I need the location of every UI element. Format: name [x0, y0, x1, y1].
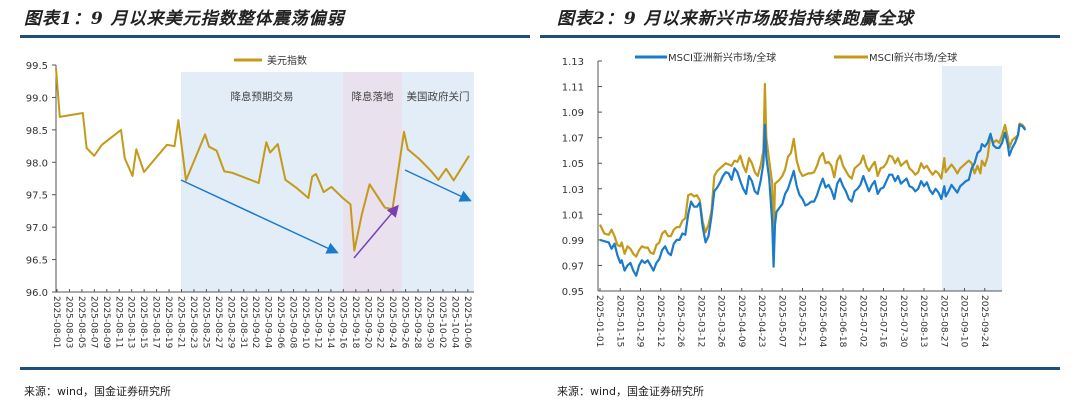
y-tick-label: 96.5 — [26, 256, 48, 267]
y-tick-label: 98.5 — [26, 126, 48, 137]
x-tick-label: 2025-08-01 — [51, 296, 61, 348]
trend-arrow-purple — [353, 204, 399, 259]
x-tick-label: 2025-09-22 — [375, 296, 385, 348]
y-tick-label: 1.13 — [562, 57, 584, 68]
y-tick-label: 0.95 — [562, 287, 584, 298]
x-tick-label: 2025-09-08 — [288, 296, 298, 349]
y-tick-label: 99.5 — [26, 61, 48, 72]
x-tick-label: 2025-08-13 — [126, 296, 136, 348]
trend-arrow-blue — [180, 179, 339, 254]
x-tick-label: 2025-07-30 — [898, 295, 908, 348]
shaded-region-september — [942, 66, 1002, 291]
legend-label-msci-asia-em: MSCI亚洲新兴市场/全球 — [668, 51, 776, 64]
x-tick-label: 2025-09-14 — [325, 296, 335, 349]
x-tick-label: 2025-08-19 — [163, 296, 173, 349]
x-tick-label: 2025-09-28 — [412, 296, 422, 349]
x-tick-label: 2025-09-16 — [337, 296, 347, 349]
x-tick-label: 2025-03-26 — [716, 295, 726, 348]
x-tick-label: 2025-08-23 — [188, 296, 198, 348]
x-tick-label: 2025-01-15 — [614, 295, 624, 347]
left-bottom-rule — [20, 367, 540, 370]
x-tick-label: 2025-08-09 — [101, 296, 111, 349]
x-tick-label: 2025-09-26 — [400, 296, 410, 349]
x-tick-label: 2025-08-13 — [918, 295, 928, 347]
region-label-2: 降息落地 — [352, 90, 394, 103]
y-tick-label: 0.99 — [562, 236, 584, 247]
right-chart-title: 图表2：9 月以来新兴市场股指持续跑赢全球 — [557, 9, 914, 29]
x-tick-label: 2025-07-02 — [857, 295, 867, 347]
x-tick-label: 2025-08-27 — [213, 296, 223, 348]
x-tick-label: 2025-09-24 — [387, 296, 397, 349]
x-tick-label: 2025-09-18 — [350, 296, 360, 349]
trend-arrow-blue — [404, 169, 472, 202]
x-tick-label: 2025-09-10 — [959, 295, 969, 348]
y-tick-label: 97.0 — [26, 223, 48, 234]
x-tick-label: 2025-08-31 — [238, 296, 248, 348]
x-tick-label: 2025-06-04 — [817, 295, 827, 348]
left-title-rule — [20, 35, 530, 38]
y-tick-label: 1.05 — [562, 159, 584, 170]
x-tick-label: 2025-09-20 — [362, 296, 372, 349]
x-tick-label: 2025-09-12 — [312, 296, 322, 348]
y-tick-label: 0.97 — [562, 261, 584, 272]
shaded-region-1 — [181, 72, 343, 292]
x-tick-label: 2025-09-06 — [275, 296, 285, 349]
x-tick-label: 2025-08-27 — [938, 295, 948, 347]
x-tick-label: 2025-02-12 — [655, 295, 665, 347]
x-tick-label: 2025-08-11 — [113, 296, 123, 348]
y-tick-label: 1.03 — [562, 185, 584, 196]
y-tick-label: 96.0 — [26, 288, 48, 299]
x-tick-label: 2025-09-30 — [425, 296, 435, 349]
x-tick-label: 2025-04-23 — [756, 295, 766, 347]
y-tick-label: 97.5 — [26, 191, 48, 202]
shaded-region-3 — [402, 72, 474, 292]
x-tick-label: 2025-08-21 — [176, 296, 186, 348]
y-tick-label: 1.09 — [562, 108, 584, 119]
x-tick-label: 2025-08-15 — [138, 296, 148, 348]
left-chart-title: 图表1：9 月以来美元指数整体震荡偏弱 — [24, 9, 345, 29]
region-label-3: 美国政府关门 — [407, 90, 470, 103]
x-tick-label: 2025-04-09 — [736, 295, 746, 348]
x-tick-label: 2025-09-04 — [263, 296, 273, 349]
y-tick-label: 1.11 — [562, 83, 584, 94]
right-source-note: 来源：wind，国金证券研究所 — [557, 385, 705, 398]
right-bottom-rule — [540, 367, 1060, 370]
y-tick-label: 99.0 — [26, 93, 48, 104]
x-tick-label: 2025-09-02 — [250, 296, 260, 348]
x-tick-label: 2025-09-10 — [300, 296, 310, 349]
em-relative-chart: 0.95 0.97 0.99 1.01 1.03 1.05 1.07 1.09 1.11 1.13… — [562, 51, 1027, 348]
x-tick-label: 2025-10-06 — [462, 296, 472, 349]
series-line-msci-em — [599, 82, 1027, 258]
x-tick-label: 2025-08-03 — [63, 296, 73, 348]
x-tick-label: 2025-01-29 — [635, 295, 645, 348]
region-label-1: 降息预期交易 — [231, 90, 294, 103]
y-tick-label: 1.01 — [562, 210, 584, 221]
x-tick-label: 2025-05-21 — [797, 295, 807, 347]
legend-label-dollar-index: 美元指数 — [267, 54, 307, 67]
x-tick-label: 2025-10-02 — [437, 296, 447, 348]
series-line-msci-asia-em — [599, 123, 1027, 277]
x-tick-label: 2025-08-29 — [225, 296, 235, 349]
x-tick-label: 2025-03-12 — [695, 295, 705, 347]
x-tick-label: 2025-02-26 — [675, 295, 685, 348]
dollar-index-chart: 降息预期交易 降息落地 美国政府关门 96.0 96.5 97.0 97.5 98.0 98.5… — [26, 54, 474, 349]
right-title-rule — [540, 35, 1060, 38]
y-tick-label: 1.07 — [562, 134, 584, 145]
x-tick-label: 2025-08-17 — [151, 296, 161, 348]
x-tick-label: 2025-07-16 — [878, 295, 888, 348]
series-line-dollar-index — [55, 68, 470, 252]
x-tick-label: 2025-09-24 — [979, 295, 989, 348]
x-tick-label: 2025-08-07 — [88, 296, 98, 348]
x-tick-label: 2025-06-18 — [837, 295, 847, 348]
left-source-note: 来源：wind，国金证券研究所 — [24, 385, 172, 398]
x-tick-label: 2025-05-07 — [776, 295, 786, 347]
x-tick-label: 2025-08-25 — [200, 296, 210, 348]
y-tick-label: 98.0 — [26, 158, 48, 169]
x-tick-label: 2025-10-04 — [449, 296, 459, 349]
legend-label-msci-em: MSCI新兴市场/全球 — [869, 51, 957, 64]
shaded-region-2 — [343, 72, 402, 292]
x-tick-label: 2025-01-01 — [594, 295, 604, 347]
x-tick-label: 2025-08-05 — [76, 296, 86, 348]
